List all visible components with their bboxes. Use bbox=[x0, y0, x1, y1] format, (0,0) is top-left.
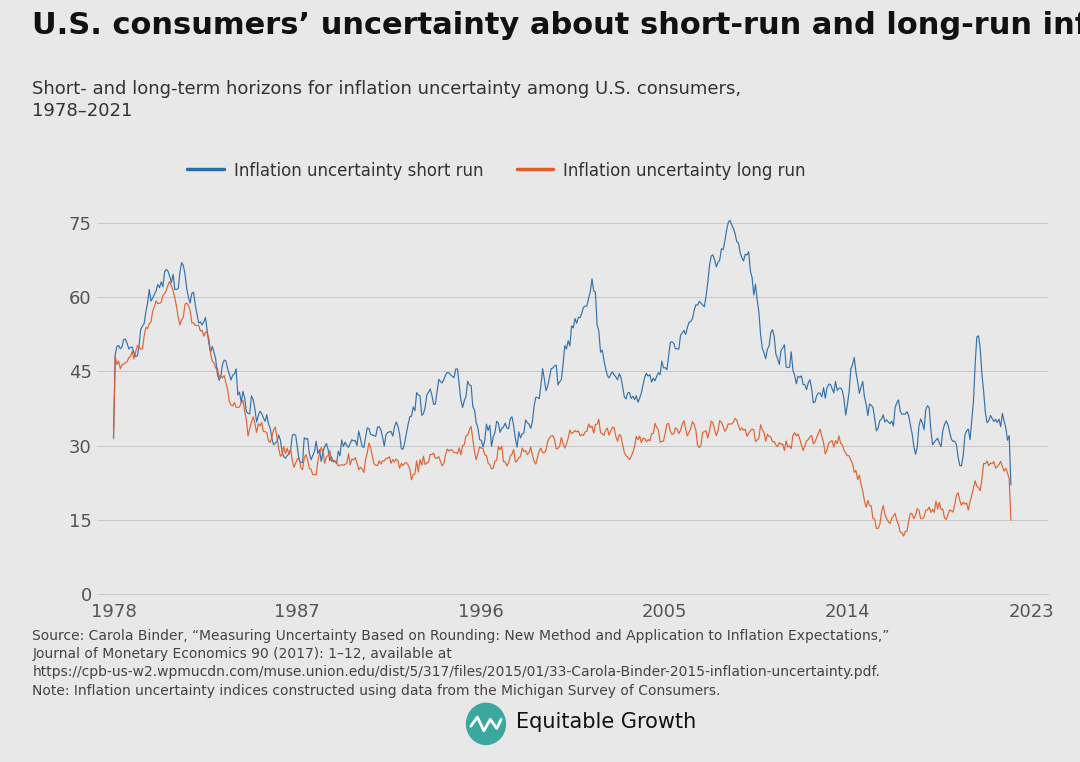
Text: Short- and long-term horizons for inflation uncertainty among U.S. consumers,
19: Short- and long-term horizons for inflat… bbox=[32, 80, 742, 120]
Text: Equitable Growth: Equitable Growth bbox=[516, 712, 697, 732]
Text: U.S. consumers’ uncertainty about short-run and long-run inflation: U.S. consumers’ uncertainty about short-… bbox=[32, 11, 1080, 40]
Text: Source: Carola Binder, “Measuring Uncertainty Based on Rounding: New Method and : Source: Carola Binder, “Measuring Uncert… bbox=[32, 629, 890, 698]
Circle shape bbox=[467, 703, 505, 744]
Legend: Inflation uncertainty short run, Inflation uncertainty long run: Inflation uncertainty short run, Inflati… bbox=[180, 155, 812, 186]
